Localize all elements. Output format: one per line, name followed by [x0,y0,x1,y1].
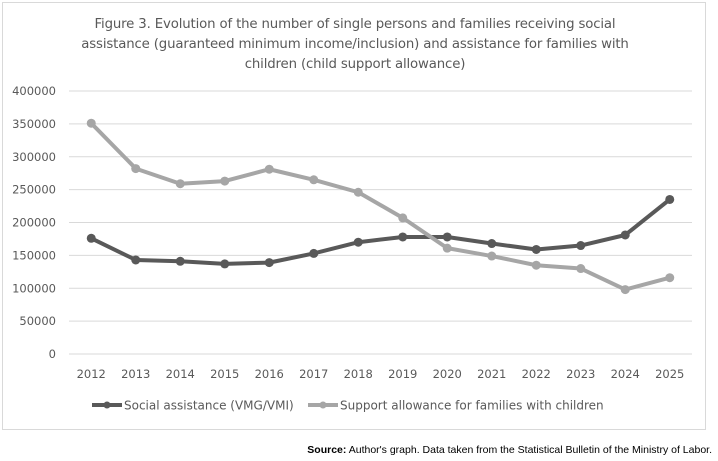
data-point [131,255,141,265]
chart-title-line: children (child support allowance) [244,57,466,72]
y-tick-label: 400000 [12,84,56,98]
chart-frame: Figure 3. Evolution of the number of sin… [2,2,706,430]
data-point [620,230,630,240]
data-point [442,243,452,253]
data-point [175,256,185,266]
legend-label: Support allowance for families with chil… [340,399,604,413]
series-line [89,121,672,292]
data-point [576,241,586,251]
source-note: Source: Author's graph. Data taken from … [307,444,712,456]
data-point [86,233,96,243]
chart-title: Figure 3. Evolution of the number of sin… [3,15,707,75]
x-tick-label: 2020 [433,367,462,381]
series-social-assistance [86,194,675,269]
y-tick-label: 50000 [19,314,56,328]
data-point [620,285,630,295]
x-axis-ticks: 2012 2013 2014 2015 2016 2017 2018 2019 2020 2021… [77,367,685,381]
x-tick-label: 2022 [522,367,551,381]
series-group [86,118,675,295]
data-point [665,273,675,283]
data-point [220,259,230,269]
data-point [353,187,363,197]
data-point [398,213,408,223]
chart-title-line: Figure 3. Evolution of the number of sin… [94,17,616,32]
data-point [220,176,230,186]
legend-item: Support allowance for families with chil… [308,399,604,413]
data-point [442,232,452,242]
x-tick-label: 2023 [566,367,595,381]
data-point [309,175,319,185]
series-support-allowance [86,118,675,295]
data-point [487,239,497,249]
y-tick-label: 300000 [12,150,56,164]
x-tick-label: 2017 [299,367,328,381]
x-tick-label: 2024 [611,367,640,381]
legend-item: Social assistance (VMG/VMI) [92,399,294,413]
y-tick-label: 150000 [12,248,56,262]
x-tick-label: 2018 [344,367,373,381]
data-point [309,248,319,258]
y-tick-label: 350000 [12,117,56,131]
series-line [89,197,672,266]
data-point [264,164,274,174]
legend-marker-icon [103,401,111,409]
x-tick-label: 2021 [477,367,506,381]
x-tick-label: 2012 [77,367,106,381]
legend-marker-icon [319,401,327,409]
x-tick-label: 2013 [121,367,150,381]
data-point [353,237,363,247]
y-tick-label: 200000 [12,216,56,230]
data-point [665,194,675,204]
y-tick-label: 0 [49,347,56,361]
data-point [398,232,408,242]
data-point [175,179,185,189]
x-tick-label: 2019 [388,367,417,381]
y-tick-label: 250000 [12,183,56,197]
y-tick-label: 100000 [12,281,56,295]
data-point [264,258,274,268]
data-point [531,244,541,254]
data-point [131,164,141,174]
data-point [531,260,541,270]
legend-label: Social assistance (VMG/VMI) [124,399,294,413]
x-tick-label: 2016 [255,367,284,381]
y-axis-ticks: 0 50000 100000 150000 200000 250000 300000 3500… [12,84,56,361]
data-point [487,251,497,261]
x-tick-label: 2014 [166,367,195,381]
source-text: Author's graph. Data taken from the Stat… [346,444,712,456]
legend: Social assistance (VMG/VMI) Support allow… [92,399,604,413]
x-tick-label: 2025 [655,367,684,381]
data-point [576,264,586,274]
data-point [86,118,96,128]
gridlines [69,90,692,355]
chart-title-line: assistance (guaranteed minimum income/in… [81,37,629,52]
source-label: Source: [307,444,347,456]
x-tick-label: 2015 [210,367,239,381]
